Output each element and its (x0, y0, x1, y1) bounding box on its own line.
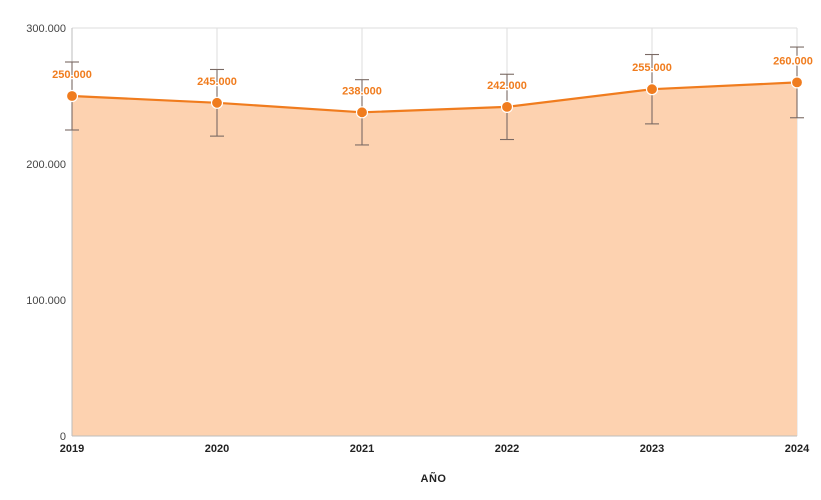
data-point (65, 89, 79, 103)
data-point (790, 76, 804, 89)
x-tick-label: 2023 (640, 443, 664, 455)
x-axis-title: AÑO (421, 472, 447, 485)
data-label: 242.000 (487, 80, 527, 92)
data-point (355, 106, 369, 119)
data-label: 238.000 (342, 85, 382, 97)
y-tick-label: 100.000 (26, 295, 66, 307)
y-tick-label: 200.000 (26, 159, 66, 171)
data-label: 260.000 (773, 55, 813, 67)
series-line (71, 81, 798, 114)
data-label: 245.000 (197, 76, 237, 88)
data-point (210, 96, 224, 109)
y-tick-label: 300.000 (26, 23, 66, 35)
data-labels: 250.000 245.000 238.000 242.000 255.000 260.0… (51, 54, 814, 98)
data-point (500, 100, 514, 113)
x-tick-label: 2020 (205, 443, 229, 455)
tick-labels: 0 100.000 200.000 300.000 2019 2020 2021 2022 20… (26, 23, 810, 455)
area-fill (72, 82, 797, 437)
data-label: 250.000 (52, 69, 92, 81)
area-fill-layer (72, 82, 797, 437)
x-tick-label: 2024 (785, 443, 810, 455)
data-markers (65, 76, 804, 119)
y-tick-label: 0 (60, 431, 66, 443)
x-tick-label: 2019 (60, 443, 84, 455)
x-tick-label: 2022 (495, 443, 519, 455)
x-tick-label: 2021 (350, 443, 374, 455)
data-label: 255.000 (632, 62, 672, 74)
data-point (645, 83, 659, 96)
series-line-layer (71, 81, 798, 114)
